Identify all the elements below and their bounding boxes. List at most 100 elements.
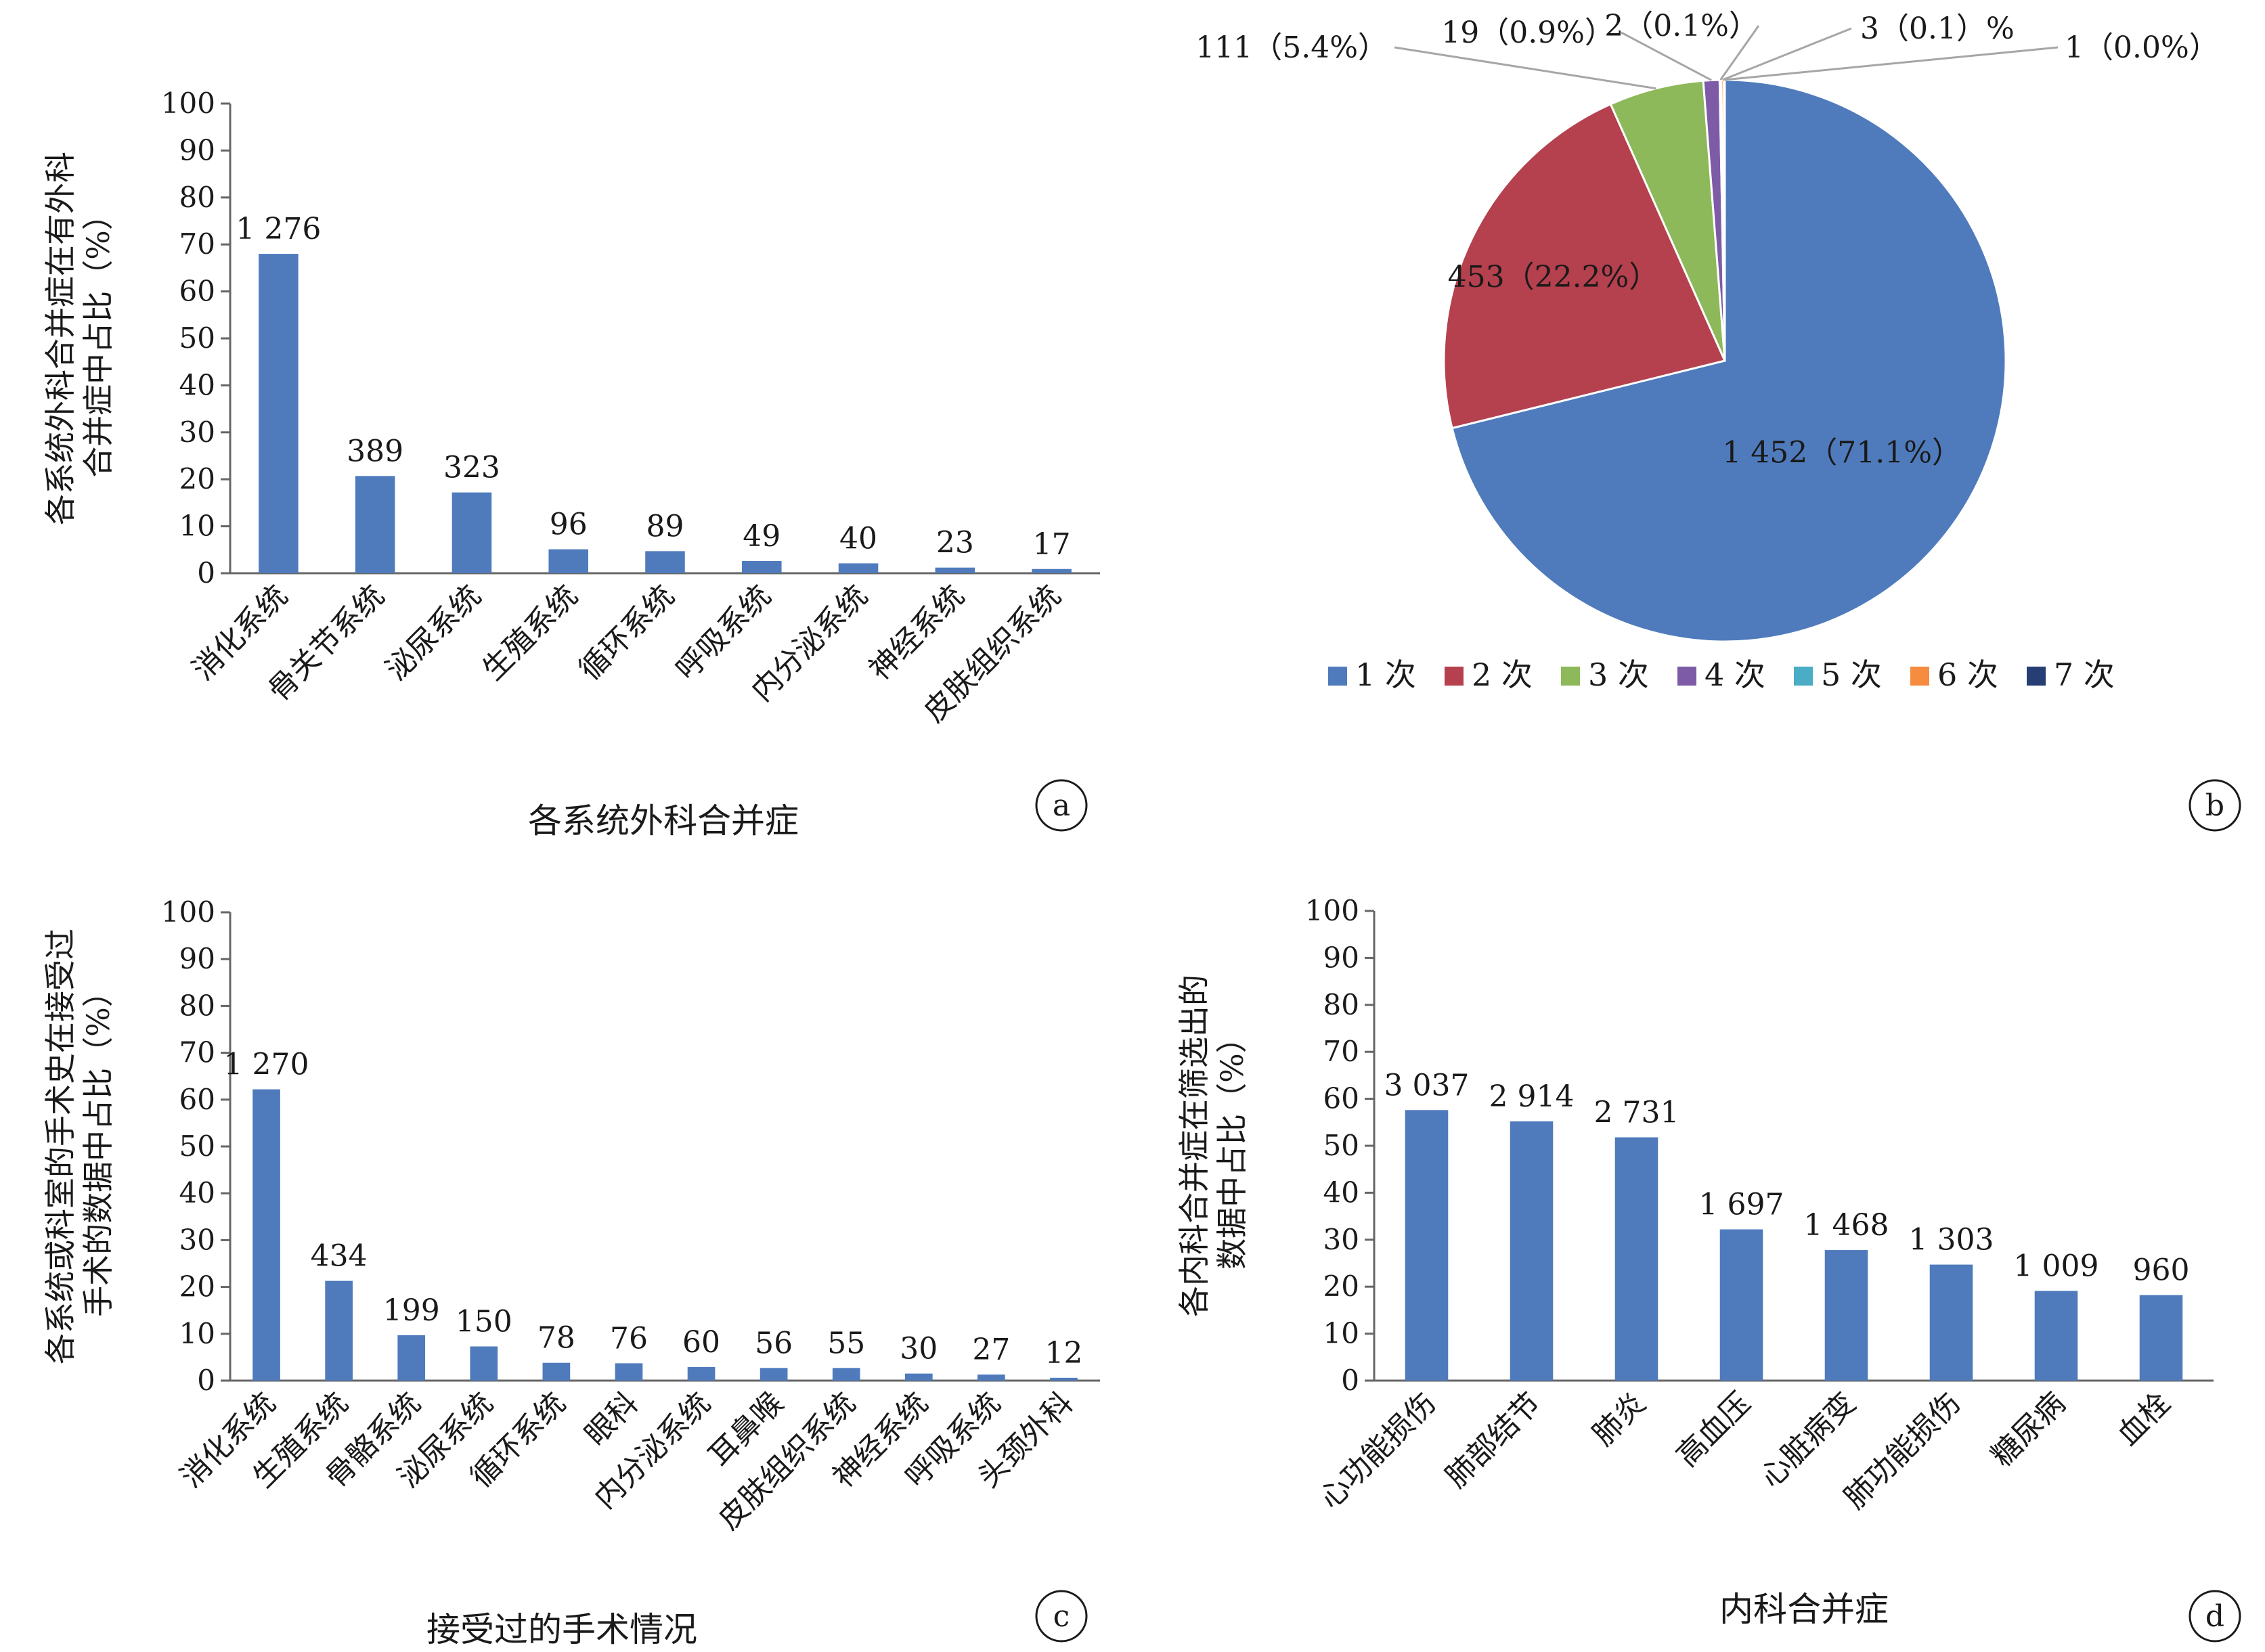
y-axis-title: 各内科合并症在筛选出的: [1176, 975, 1212, 1317]
panel-letter-circle: [1035, 779, 1088, 832]
pie-leader-line: [1724, 46, 2059, 81]
bar: [615, 1363, 643, 1381]
legend-label: 3 次: [1588, 656, 1649, 693]
legend-label: 6 次: [1937, 656, 1998, 693]
bar: [1050, 1377, 1078, 1381]
bar-data-label: 434: [311, 1239, 368, 1274]
bar: [977, 1375, 1005, 1381]
y-tick-label: 100: [161, 87, 215, 120]
bar: [832, 1368, 860, 1381]
x-axis-title: 接受过的手术情况: [426, 1610, 697, 1649]
x-axis-title: 各系统外科合并症: [528, 801, 799, 841]
panel-b-pie-chart: 1 452（71.1%）453（22.2%）111（5.4%） 19（0.9%）2…: [1195, 9, 2241, 832]
pie-slice: [1451, 79, 2007, 643]
bar: [1719, 1229, 1763, 1381]
bar: [1510, 1121, 1554, 1381]
y-axis-title: 各系统或科室的手术史在接受过: [42, 929, 79, 1364]
bar: [1032, 568, 1072, 573]
bar-data-label: 96: [550, 508, 588, 542]
bar: [935, 567, 975, 573]
pie-slice: [1609, 79, 1726, 361]
x-category-label: 循环系统: [573, 579, 682, 688]
bar-data-label: 1 697: [1699, 1188, 1784, 1222]
x-category-label: 心功能损伤: [1313, 1386, 1443, 1516]
bar: [760, 1368, 788, 1381]
bar-data-label: 12: [1044, 1336, 1082, 1370]
legend-swatch: [1794, 667, 1813, 686]
legend-label: 5 次: [1821, 656, 1882, 693]
y-tick-label: 10: [179, 510, 215, 543]
y-axis-title: 数据中占比（%）: [1214, 1022, 1250, 1270]
bar: [470, 1346, 498, 1381]
legend-label: 7 次: [2054, 656, 2115, 693]
y-tick-label: 40: [179, 368, 215, 401]
bar-data-label: 78: [537, 1321, 575, 1356]
bar-data-label: 389: [347, 434, 403, 468]
bar-data-label: 60: [682, 1325, 720, 1360]
bar-data-label: 55: [827, 1326, 865, 1360]
y-tick-label: 10: [1323, 1317, 1359, 1350]
bar-data-label: 1 303: [1909, 1223, 1994, 1257]
y-axis-title: 手术的数据中占比（%）: [80, 976, 116, 1317]
y-tick-label: 90: [1323, 941, 1359, 974]
pie-leader-line: [1394, 46, 1656, 90]
y-tick-label: 30: [179, 1223, 215, 1256]
y-tick-label: 0: [1341, 1364, 1359, 1397]
bar: [452, 492, 492, 573]
bar-data-label: 30: [900, 1332, 938, 1366]
bar-data-label: 2 731: [1594, 1096, 1679, 1130]
y-tick-label: 60: [179, 1083, 215, 1116]
bar-data-label: 17: [1033, 527, 1071, 562]
y-tick-label: 60: [179, 275, 215, 308]
bar: [742, 560, 782, 573]
bar-data-label: 49: [743, 519, 780, 554]
bar: [252, 1089, 280, 1381]
y-tick-label: 80: [1323, 988, 1359, 1021]
pie-data-label: 2（0.1%）: [1604, 9, 1759, 43]
bar-data-label: 2 914: [1489, 1079, 1575, 1114]
legend-label: 1 次: [1355, 656, 1416, 693]
y-tick-label: 40: [179, 1176, 215, 1209]
pie-slice: [1723, 79, 1726, 361]
bar: [645, 551, 685, 573]
bar: [904, 1373, 933, 1381]
bar-data-label: 76: [610, 1321, 648, 1356]
bar: [259, 254, 299, 573]
y-tick-label: 10: [179, 1317, 215, 1350]
y-tick-label: 0: [197, 1364, 215, 1397]
bar: [1405, 1110, 1449, 1381]
bar-data-label: 89: [646, 509, 684, 543]
y-tick-label: 30: [179, 416, 215, 449]
panel-letter-circle: [1035, 1590, 1088, 1643]
panel-letter: d: [2205, 1599, 2224, 1634]
bar-data-label: 1 468: [1804, 1208, 1889, 1243]
bar: [325, 1280, 353, 1381]
y-tick-label: 0: [197, 556, 215, 589]
panel-letter-circle: [2189, 779, 2241, 832]
bar-data-label: 960: [2133, 1253, 2190, 1288]
pie-data-label: 1（0.0%）: [2065, 30, 2219, 65]
pie-data-label: 1 452（71.1%）: [1722, 436, 1962, 470]
y-tick-label: 30: [1323, 1223, 1359, 1256]
y-tick-label: 50: [1323, 1129, 1359, 1162]
x-category-label: 高血压: [1670, 1386, 1757, 1473]
bar-data-label: 1 276: [236, 212, 321, 246]
y-tick-label: 50: [179, 1130, 215, 1163]
legend-label: 2 次: [1472, 656, 1533, 693]
bar-data-label: 150: [456, 1304, 512, 1339]
bar-data-label: 3 037: [1384, 1068, 1470, 1102]
bar: [1614, 1137, 1658, 1381]
legend-swatch: [1328, 667, 1347, 686]
pie-data-label: 3（0.1）%: [1860, 12, 2015, 46]
legend-swatch: [1910, 667, 1929, 686]
y-tick-label: 20: [179, 1270, 215, 1303]
x-category-label: 心脏病变: [1754, 1386, 1863, 1495]
legend-swatch: [2027, 667, 2046, 686]
y-tick-label: 20: [179, 462, 215, 495]
pie-leader-line: [1722, 27, 1852, 81]
x-category-label: 糖尿病: [1985, 1386, 2072, 1473]
pie-slice: [1443, 102, 1727, 430]
